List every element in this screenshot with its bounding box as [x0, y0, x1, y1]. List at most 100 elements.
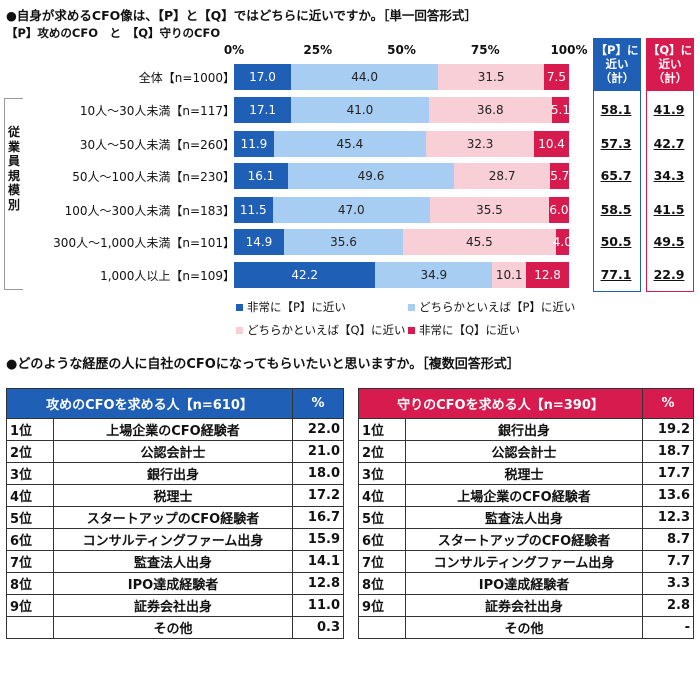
pct-cell: 12.8 — [292, 572, 344, 595]
q-summary-value: 41.5 — [653, 202, 685, 217]
legend-swatch — [408, 304, 415, 311]
bar-value-label: 17.0 — [249, 70, 276, 84]
bar-value-label: 32.3 — [466, 137, 494, 151]
bar-segment — [290, 64, 439, 90]
pct-cell: 0.3 — [292, 616, 344, 639]
pct-cell: 14.1 — [292, 550, 344, 573]
legend-swatch — [408, 327, 415, 334]
bar-segment — [534, 131, 569, 157]
rank-cell: 4位 — [6, 484, 54, 507]
bar-segment — [291, 97, 429, 123]
name-cell: 銀行出身 — [53, 462, 293, 485]
table-row: 8位 IPO達成経験者 3.3 — [358, 572, 694, 595]
q-summary-value: 34.3 — [653, 168, 685, 183]
bar-segment — [234, 197, 273, 223]
rank-cell: 9位 — [6, 594, 54, 617]
pct-cell: 13.6 — [642, 484, 694, 507]
bar-segment — [234, 97, 292, 123]
legend-label: どちらかといえば【Q】に近い — [247, 323, 406, 337]
bar-segment — [543, 64, 569, 90]
pct-header: % — [642, 388, 694, 419]
bar-segment — [403, 229, 556, 255]
name-cell: IPO達成経験者 — [405, 572, 643, 595]
rank-cell: 7位 — [358, 550, 406, 573]
name-cell: 銀行出身 — [405, 418, 643, 441]
bar-segment — [272, 197, 430, 223]
bar-value-label: 7.5 — [546, 70, 566, 84]
q-summary-value: 42.7 — [653, 136, 685, 151]
pct-cell: 19.2 — [642, 418, 694, 441]
pct-cell: 3.3 — [642, 572, 694, 595]
name-cell: 公認会計士 — [53, 440, 293, 463]
table-row: 8位 IPO達成経験者 12.8 — [6, 572, 344, 595]
q-summary-value: 49.5 — [653, 234, 685, 249]
bar-value-label: 45.4 — [336, 137, 364, 151]
bar-value-label: 11.5 — [239, 203, 267, 217]
rank-cell: 5位 — [358, 506, 406, 529]
question1-subtitle: 【P】攻めのCFO と 【Q】守りのCFO — [6, 26, 221, 40]
bar-value-label: 42.2 — [291, 268, 319, 282]
bar-segment — [454, 163, 551, 189]
bar-segment — [375, 262, 493, 288]
p-summary-header: 【P】に近い（計） — [594, 39, 640, 91]
bar-value-label: 44.0 — [351, 70, 378, 84]
ranking-table-q: 守りのCFOを求める人【n=390】% 1位 銀行出身 19.2 2位 公認会計士 18.7… — [358, 388, 694, 639]
legend-swatch — [236, 304, 243, 311]
category-label: 300人～1,000人未満【n=101】 — [53, 236, 235, 250]
rank-cell: 2位 — [358, 440, 406, 463]
table-row: 2位 公認会計士 18.7 — [358, 440, 694, 463]
bar-value-label: 45.5 — [466, 235, 493, 249]
table-row: 6位 コンサルティングファーム出身 15.9 — [6, 528, 344, 551]
table-header: 守りのCFOを求める人【n=390】 — [358, 388, 643, 419]
rank-cell — [6, 616, 54, 639]
bar-value-label: 35.6 — [330, 235, 357, 249]
pct-cell: 15.9 — [292, 528, 344, 551]
q-summary-header: 【Q】に近い（計） — [647, 39, 693, 91]
category-label: 50人～100人未満【n=230】 — [72, 170, 235, 184]
x-tick-label: 50% — [387, 43, 416, 57]
table-row: その他 0.3 — [6, 616, 344, 639]
bar-value-label: 16.1 — [247, 169, 275, 183]
rank-cell: 1位 — [6, 418, 54, 441]
table-row: 7位 コンサルティングファーム出身 7.7 — [358, 550, 694, 573]
rank-cell: 8位 — [6, 572, 54, 595]
bar-value-label: 49.6 — [357, 169, 385, 183]
name-cell: コンサルティングファーム出身 — [405, 550, 643, 573]
rank-cell: 3位 — [6, 462, 54, 485]
legend-item: どちらかといえば【Q】に近い — [236, 322, 406, 338]
pct-cell: 8.7 — [642, 528, 694, 551]
legend-swatch — [236, 327, 243, 334]
name-cell: コンサルティングファーム出身 — [53, 528, 293, 551]
q-summary-value: 41.9 — [653, 102, 685, 117]
name-cell: 監査法人出身 — [405, 506, 643, 529]
table-row: 4位 上場企業のCFO経験者 13.6 — [358, 484, 694, 507]
category-label: 1,000人以上【n=109】 — [100, 269, 235, 283]
p-summary-value: 77.1 — [600, 267, 632, 282]
bar-segment — [548, 197, 569, 223]
bar-segment — [550, 163, 570, 189]
bar-segment — [234, 262, 376, 288]
rank-cell: 6位 — [358, 528, 406, 551]
rank-cell: 1位 — [358, 418, 406, 441]
pct-cell: - — [642, 616, 694, 639]
name-cell: その他 — [53, 616, 293, 639]
pct-cell: 17.7 — [642, 462, 694, 485]
pct-cell: 21.0 — [292, 440, 344, 463]
name-cell: IPO達成経験者 — [53, 572, 293, 595]
table-row: 1位 上場企業のCFO経験者 22.0 — [6, 418, 344, 441]
bar-segment — [438, 64, 544, 90]
rank-cell: 7位 — [6, 550, 54, 573]
table-row: 4位 税理士 17.2 — [6, 484, 344, 507]
p-summary-value: 58.1 — [600, 102, 632, 117]
q-summary-frame — [646, 38, 694, 292]
rank-cell: 6位 — [6, 528, 54, 551]
bar-value-label: 10.4 — [538, 137, 565, 151]
bar-value-label: 6.0 — [549, 203, 569, 217]
bar-value-label: 5.1 — [550, 103, 570, 117]
category-label: 10人～30人未満【n=117】 — [79, 104, 235, 118]
bar-segment — [429, 197, 549, 223]
bar-segment — [283, 229, 404, 255]
legend-item: 非常に【P】に近い — [236, 299, 346, 315]
group-label: 従業員規模別 — [7, 125, 20, 212]
bar-value-label: 4.0 — [552, 235, 572, 249]
